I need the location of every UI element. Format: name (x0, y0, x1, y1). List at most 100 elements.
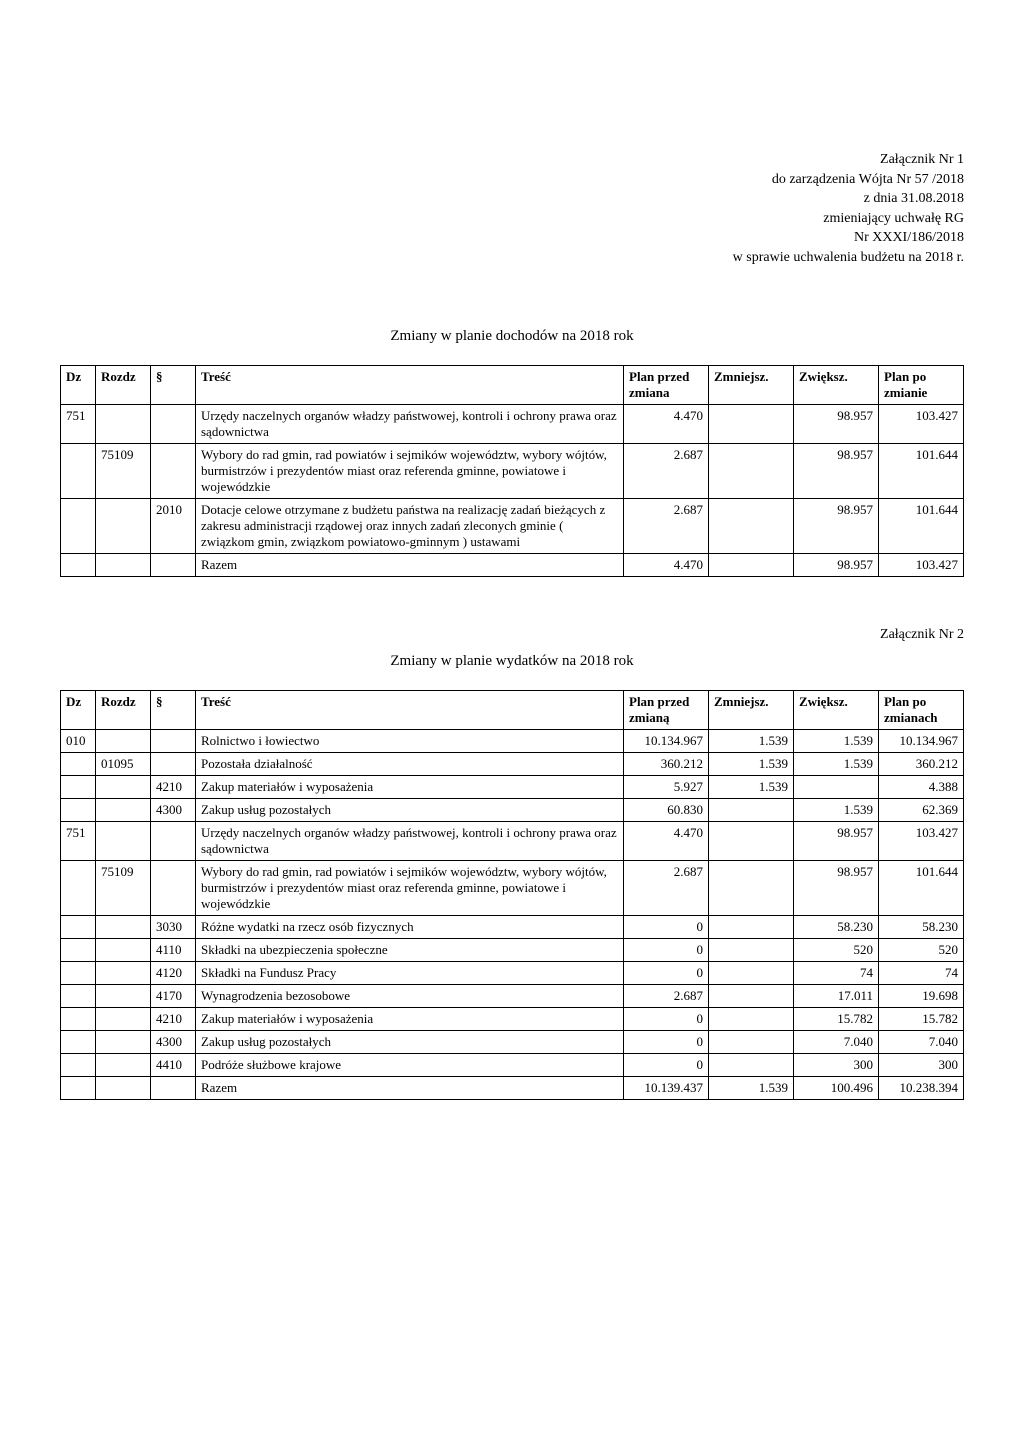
col-rozdz: Rozdz (96, 365, 151, 404)
document-header: Załącznik Nr 1 do zarządzenia Wójta Nr 5… (60, 150, 964, 268)
table-row: Razem4.47098.957103.427 (61, 553, 964, 576)
table-cell: 98.957 (794, 821, 879, 860)
table-cell: 10.139.437 (624, 1076, 709, 1099)
table-cell: 4410 (151, 1053, 196, 1076)
income-changes-table: Dz Rozdz § Treść Plan przed zmiana Zmnie… (60, 365, 964, 577)
table-cell (709, 498, 794, 553)
table-cell: 520 (794, 938, 879, 961)
table-cell (61, 1076, 96, 1099)
table-cell: Zakup usług pozostałych (196, 798, 624, 821)
table-cell: 98.957 (794, 498, 879, 553)
table-cell (709, 443, 794, 498)
table-cell: 98.957 (794, 860, 879, 915)
table-cell: Razem (196, 1076, 624, 1099)
table-cell (61, 860, 96, 915)
table-cell (96, 553, 151, 576)
table-cell (96, 821, 151, 860)
table-cell: 0 (624, 1030, 709, 1053)
table-cell: 4210 (151, 1007, 196, 1030)
table-cell (61, 752, 96, 775)
table-cell: 2.687 (624, 984, 709, 1007)
header-line: Nr XXXI/186/2018 (60, 228, 964, 248)
table-cell: 10.134.967 (624, 729, 709, 752)
table-cell: 751 (61, 821, 96, 860)
table-cell (96, 984, 151, 1007)
table-cell (96, 1007, 151, 1030)
table-cell: 4300 (151, 1030, 196, 1053)
table-cell: 15.782 (794, 1007, 879, 1030)
table-cell: 17.011 (794, 984, 879, 1007)
col-plan-przed: Plan przed zmiana (624, 365, 709, 404)
table-cell: Składki na Fundusz Pracy (196, 961, 624, 984)
table-cell: 98.957 (794, 443, 879, 498)
table-cell (151, 860, 196, 915)
table-row: 3030Różne wydatki na rzecz osób fizyczny… (61, 915, 964, 938)
table-cell: 01095 (96, 752, 151, 775)
table-cell: 1.539 (794, 798, 879, 821)
col-zwieksz: Zwiększ. (794, 365, 879, 404)
header-line: zmieniający uchwałę RG (60, 209, 964, 229)
table-cell: 2.687 (624, 443, 709, 498)
table-cell: 103.427 (879, 821, 964, 860)
table-cell: Wybory do rad gmin, rad powiatów i sejmi… (196, 443, 624, 498)
table-cell (96, 1076, 151, 1099)
table-row: 4300Zakup usług pozostałych60.830 1.53962… (61, 798, 964, 821)
table-cell: 75109 (96, 443, 151, 498)
table-cell: 60.830 (624, 798, 709, 821)
table-cell: 19.698 (879, 984, 964, 1007)
table-row: 75109 Wybory do rad gmin, rad powiatów i … (61, 443, 964, 498)
table-cell: Zakup materiałów i wyposażenia (196, 775, 624, 798)
table-cell: Podróże służbowe krajowe (196, 1053, 624, 1076)
table-cell: 2.687 (624, 498, 709, 553)
table-row: 751Urzędy naczelnych organów władzy pańs… (61, 404, 964, 443)
table-cell: 62.369 (879, 798, 964, 821)
table-cell (96, 1053, 151, 1076)
table-cell (96, 798, 151, 821)
col-rozdz: Rozdz (96, 690, 151, 729)
table-cell (709, 938, 794, 961)
table-cell: Rolnictwo i łowiectwo (196, 729, 624, 752)
table-cell: 101.644 (879, 498, 964, 553)
table-cell (61, 775, 96, 798)
col-par: § (151, 365, 196, 404)
table-cell: 4300 (151, 798, 196, 821)
table-cell: 300 (794, 1053, 879, 1076)
table-cell (709, 961, 794, 984)
table-cell (96, 915, 151, 938)
col-zmniejsz: Zmniejsz. (709, 365, 794, 404)
table-cell: 520 (879, 938, 964, 961)
table-cell (96, 498, 151, 553)
table-cell: 4210 (151, 775, 196, 798)
table-cell (151, 404, 196, 443)
table-cell (61, 1053, 96, 1076)
table-cell: 4.470 (624, 404, 709, 443)
table-row: 4210Zakup materiałów i wyposażenia5.9271… (61, 775, 964, 798)
table-cell (709, 1007, 794, 1030)
header-line: do zarządzenia Wójta Nr 57 /2018 (60, 170, 964, 190)
table-cell: 7.040 (794, 1030, 879, 1053)
table-cell (61, 1007, 96, 1030)
table-cell: 58.230 (794, 915, 879, 938)
table-cell: 1.539 (794, 752, 879, 775)
header-line: z dnia 31.08.2018 (60, 189, 964, 209)
table-cell: Wybory do rad gmin, rad powiatów i sejmi… (196, 860, 624, 915)
table-cell: Dotacje celowe otrzymane z budżetu państ… (196, 498, 624, 553)
table-cell: 751 (61, 404, 96, 443)
table-cell (96, 1030, 151, 1053)
table-row: Razem10.139.4371.539100.49610.238.394 (61, 1076, 964, 1099)
table-cell: 74 (879, 961, 964, 984)
table-cell (61, 553, 96, 576)
table-cell (96, 938, 151, 961)
table-cell: 0 (624, 961, 709, 984)
table-cell: 75109 (96, 860, 151, 915)
table-cell (96, 775, 151, 798)
table-cell: 100.496 (794, 1076, 879, 1099)
table-cell: 74 (794, 961, 879, 984)
table-row: 010Rolnictwo i łowiectwo10.134.9671.5391… (61, 729, 964, 752)
table-cell: 2010 (151, 498, 196, 553)
table-cell: 2.687 (624, 860, 709, 915)
table-cell (709, 860, 794, 915)
table-cell: 1.539 (709, 752, 794, 775)
table-cell: 98.957 (794, 553, 879, 576)
col-plan-po: Plan po zmianach (879, 690, 964, 729)
